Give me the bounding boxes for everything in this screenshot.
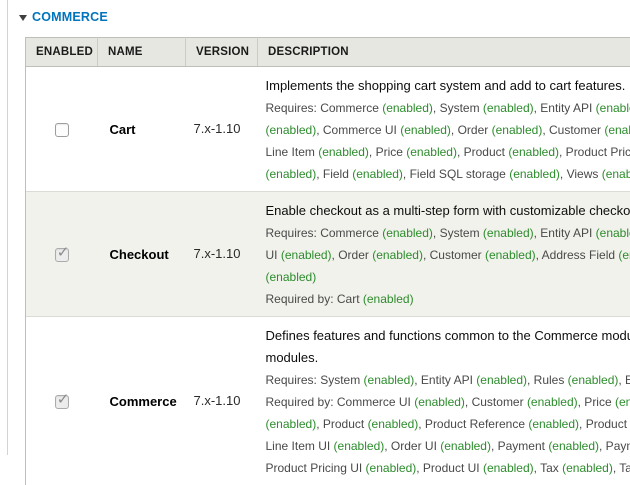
- description-line: Implements the shopping cart system and …: [266, 75, 630, 97]
- enabled-status: (enabled): [528, 417, 579, 431]
- enabled-status: (enabled): [562, 461, 613, 475]
- enabled-status: (enabled): [372, 248, 423, 262]
- enabled-status: (enabled): [366, 461, 417, 475]
- section-header-commerce[interactable]: COMMERCE: [19, 10, 108, 24]
- module-version: 7.x-1.10: [186, 67, 258, 192]
- enabled-status: (enabled): [615, 395, 630, 409]
- enabled-status: (enabled): [485, 248, 536, 262]
- column-header-enabled: ENABLED: [26, 38, 98, 67]
- enabled-status: (enabled): [483, 226, 534, 240]
- enabled-cell: [26, 192, 98, 317]
- enabled-status: (enabled): [363, 292, 414, 306]
- description-line: (enabled): [266, 266, 630, 288]
- module-enabled-checkbox: [55, 248, 69, 262]
- table-row: Commerce 7.x-1.10 Defines features and f…: [26, 317, 630, 485]
- description-line: Requires: Commerce (enabled), System (en…: [266, 222, 630, 244]
- enabled-status: (enabled): [382, 226, 433, 240]
- module-version: 7.x-1.10: [186, 192, 258, 317]
- module-description: Defines features and functions common to…: [258, 317, 630, 485]
- description-line: Line Item (enabled), Price (enabled), Pr…: [266, 141, 630, 163]
- modules-table-wrapper: ENABLED NAME VERSION DESCRIPTION Cart 7.…: [25, 37, 630, 485]
- description-line: (enabled), Commerce UI (enabled), Order …: [266, 119, 630, 141]
- description-line: Requires: System (enabled), Entity API (…: [266, 369, 630, 391]
- table-row: Cart 7.x-1.10 Implements the shopping ca…: [26, 67, 630, 192]
- enabled-status: (enabled): [266, 270, 317, 284]
- table-row: Checkout 7.x-1.10 Enable checkout as a m…: [26, 192, 630, 317]
- fieldset-left-border: [7, 0, 8, 455]
- description-line: Requires: Commerce (enabled), System (en…: [266, 97, 630, 119]
- enabled-status: (enabled): [618, 248, 630, 262]
- enabled-status: (enabled): [406, 145, 457, 159]
- section-title: COMMERCE: [32, 10, 108, 24]
- description-line: modules.: [266, 347, 630, 369]
- module-name: Checkout: [98, 192, 186, 317]
- enabled-cell: [26, 317, 98, 485]
- enabled-status: (enabled): [508, 145, 559, 159]
- enabled-status: (enabled): [281, 248, 332, 262]
- module-name: Cart: [98, 67, 186, 192]
- description-line: UI (enabled), Order (enabled), Customer …: [266, 244, 630, 266]
- description-line: Required by: Commerce UI (enabled), Cust…: [266, 391, 630, 413]
- enabled-status: (enabled): [266, 167, 317, 181]
- description-line: (enabled), Field (enabled), Field SQL st…: [266, 163, 630, 185]
- module-description: Implements the shopping cart system and …: [258, 67, 630, 192]
- enabled-status: (enabled): [318, 145, 369, 159]
- enabled-status: (enabled): [364, 373, 415, 387]
- enabled-status: (enabled): [483, 101, 534, 115]
- module-enabled-checkbox[interactable]: [55, 123, 69, 137]
- enabled-status: (enabled): [266, 417, 317, 431]
- enabled-status: (enabled): [414, 395, 465, 409]
- module-enabled-checkbox: [55, 395, 69, 409]
- enabled-cell: [26, 67, 98, 192]
- enabled-status: (enabled): [548, 439, 599, 453]
- enabled-status: (enabled): [352, 167, 403, 181]
- enabled-status: (enabled): [334, 439, 385, 453]
- description-line: Enable checkout as a multi-step form wit…: [266, 200, 630, 222]
- description-line: (enabled), Product (enabled), Product Re…: [266, 413, 630, 435]
- enabled-status: (enabled): [602, 167, 630, 181]
- enabled-status: (enabled): [400, 123, 451, 137]
- module-description: Enable checkout as a multi-step form wit…: [258, 192, 630, 317]
- enabled-status: (enabled): [604, 123, 630, 137]
- enabled-status: (enabled): [509, 167, 560, 181]
- enabled-status: (enabled): [266, 123, 317, 137]
- description-line: Line Item UI (enabled), Order UI (enable…: [266, 435, 630, 457]
- column-header-version: VERSION: [186, 38, 258, 67]
- module-version: 7.x-1.10: [186, 317, 258, 485]
- table-header-row: ENABLED NAME VERSION DESCRIPTION: [26, 38, 630, 67]
- triangle-down-icon: [19, 15, 27, 21]
- enabled-status: (enabled): [568, 373, 619, 387]
- enabled-status: (enabled): [527, 395, 578, 409]
- enabled-status: (enabled): [596, 226, 630, 240]
- column-header-name: NAME: [98, 38, 186, 67]
- enabled-status: (enabled): [476, 373, 527, 387]
- enabled-status: (enabled): [483, 461, 534, 475]
- description-line: Product Pricing UI (enabled), Product UI…: [266, 457, 630, 479]
- column-header-description: DESCRIPTION: [258, 38, 630, 67]
- module-name: Commerce: [98, 317, 186, 485]
- enabled-status: (enabled): [596, 101, 630, 115]
- enabled-status: (enabled): [492, 123, 543, 137]
- description-line: Required by: Cart (enabled): [266, 288, 630, 310]
- modules-table: ENABLED NAME VERSION DESCRIPTION Cart 7.…: [25, 37, 630, 485]
- enabled-status: (enabled): [368, 417, 419, 431]
- description-line: Defines features and functions common to…: [266, 325, 630, 347]
- enabled-status: (enabled): [382, 101, 433, 115]
- enabled-status: (enabled): [440, 439, 491, 453]
